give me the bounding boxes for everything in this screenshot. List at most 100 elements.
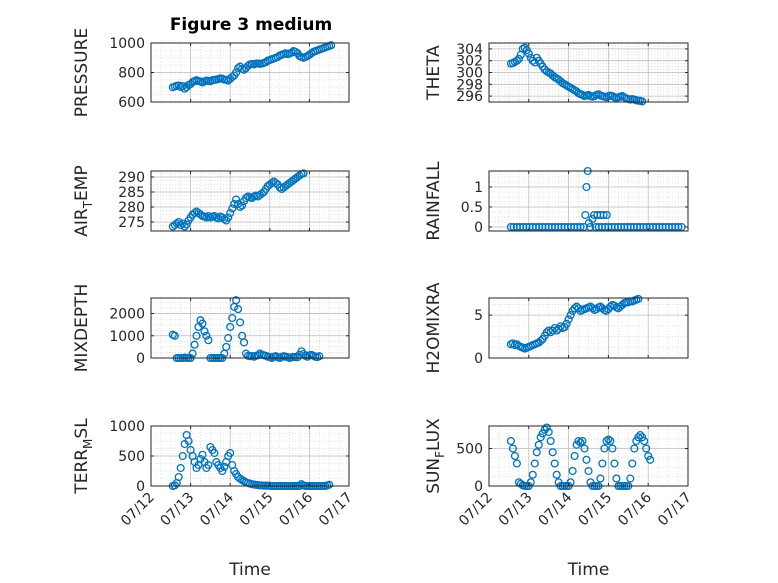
data-point <box>226 208 235 218</box>
y-tick-label: 1000 <box>109 329 145 345</box>
data-point <box>303 352 312 361</box>
data-point <box>174 81 183 90</box>
data-point <box>599 210 608 220</box>
y-axis-label: SUNFLUX <box>424 418 447 494</box>
data-point <box>542 423 551 432</box>
y-axis-label: PRESSURE <box>72 28 92 117</box>
data-point <box>634 294 643 303</box>
data-point <box>548 448 557 457</box>
data-point <box>586 222 595 232</box>
data-point <box>582 182 591 192</box>
x-tick-label: 07/13 <box>158 490 198 530</box>
data-point <box>568 466 577 476</box>
data-point <box>636 430 645 440</box>
y-tick-label: 1 <box>474 180 483 196</box>
x-tick-label: 07/13 <box>496 490 536 530</box>
data-point <box>241 193 251 203</box>
x-tick-label: 07/15 <box>237 490 277 530</box>
data-point <box>580 444 589 453</box>
x-tick-label: 07/14 <box>197 489 237 529</box>
data-point <box>234 305 243 314</box>
data-point <box>602 436 611 446</box>
data-point <box>188 349 197 358</box>
data-point <box>190 340 199 349</box>
data-point <box>325 480 334 489</box>
data-point <box>588 214 597 224</box>
data-point <box>218 466 227 476</box>
data-point <box>677 222 686 232</box>
y-axis-label: THETA <box>424 45 444 101</box>
data-point <box>604 435 613 444</box>
data-point <box>232 68 241 77</box>
data-point <box>226 322 235 331</box>
data-point <box>238 201 247 210</box>
data-point <box>570 451 579 461</box>
y-tick-label: 500 <box>456 442 483 458</box>
data-point <box>602 210 611 220</box>
data-point <box>578 436 587 446</box>
data-point <box>576 222 585 232</box>
data-point <box>630 444 639 453</box>
data-point <box>257 189 266 198</box>
y-axis-label: AIRTEMP <box>72 165 95 236</box>
axes-box <box>488 425 689 487</box>
data-point <box>202 213 211 222</box>
y-tick-label: 500 <box>118 449 145 465</box>
y-tick-label: 0 <box>136 479 145 495</box>
data-point <box>299 169 308 178</box>
data-point <box>602 306 611 315</box>
y-tick-label: 304 <box>456 42 483 58</box>
data-point <box>588 304 597 313</box>
data-point <box>598 304 607 313</box>
data-point <box>271 178 280 188</box>
data-point <box>674 222 683 232</box>
data-point <box>530 459 539 468</box>
data-point <box>232 195 241 204</box>
data-point <box>224 213 233 222</box>
subplot-sun-flux: 07/12 07/13 07/14 07/15 07/16 07/17 Time 0 500 SU… <box>424 418 695 580</box>
data-point <box>512 56 521 65</box>
data-point <box>178 451 187 461</box>
data-point <box>176 220 185 230</box>
axes-box <box>150 170 350 232</box>
x-tick-label: 07/17 <box>316 490 356 530</box>
data-point <box>574 436 583 446</box>
x-tick-label: 07/12 <box>456 490 496 530</box>
subplot-terr-msl: 07/12 07/13 07/14 07/15 07/16 07/17 Time 0 500 10… <box>72 418 356 580</box>
data-point <box>204 460 213 470</box>
data-point <box>222 342 231 351</box>
data-point <box>176 463 185 473</box>
x-tick-label: 07/12 <box>118 490 158 530</box>
data-point <box>546 436 555 446</box>
data-point <box>566 311 575 320</box>
data-point <box>315 352 324 361</box>
data-point <box>536 336 545 345</box>
data-point <box>534 440 543 449</box>
data-point <box>514 54 523 63</box>
y-tick-label: 0 <box>136 351 145 367</box>
data-point <box>170 481 179 490</box>
x-tick-label: 07/14 <box>536 489 576 529</box>
data-point <box>220 214 229 224</box>
subplot-pressure: 600 800 1000 PRESSURE <box>72 28 350 117</box>
data-point <box>572 440 581 449</box>
data-point <box>287 48 296 57</box>
data-point <box>532 448 541 457</box>
data-point <box>232 296 241 305</box>
x-axis-label: Time <box>567 560 610 580</box>
y-axis-label: MIXDEPTH <box>72 284 92 373</box>
data-point <box>512 459 521 468</box>
y-tick-label: 280 <box>118 200 145 216</box>
data-point <box>170 331 179 340</box>
data-point <box>184 436 193 446</box>
y-tick-label: 5 <box>474 308 483 324</box>
data-point <box>581 210 590 220</box>
data-point <box>638 97 647 106</box>
data-point <box>327 41 336 50</box>
x-tick-label: 07/15 <box>575 490 615 530</box>
data-point <box>528 470 537 479</box>
figure-title: Figure 3 medium <box>170 15 332 35</box>
